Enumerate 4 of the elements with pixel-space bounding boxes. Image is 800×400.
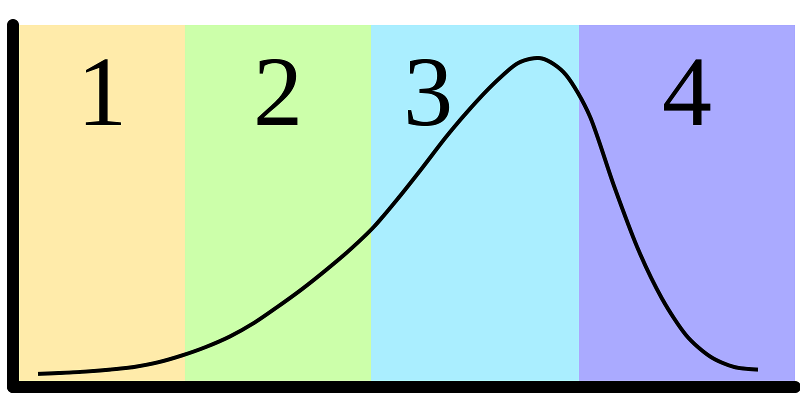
annotation: 2: [257, 59, 298, 125]
annotation: 4: [664, 59, 710, 125]
annotation: 1: [86, 59, 121, 125]
annotation: 3: [408, 59, 450, 126]
